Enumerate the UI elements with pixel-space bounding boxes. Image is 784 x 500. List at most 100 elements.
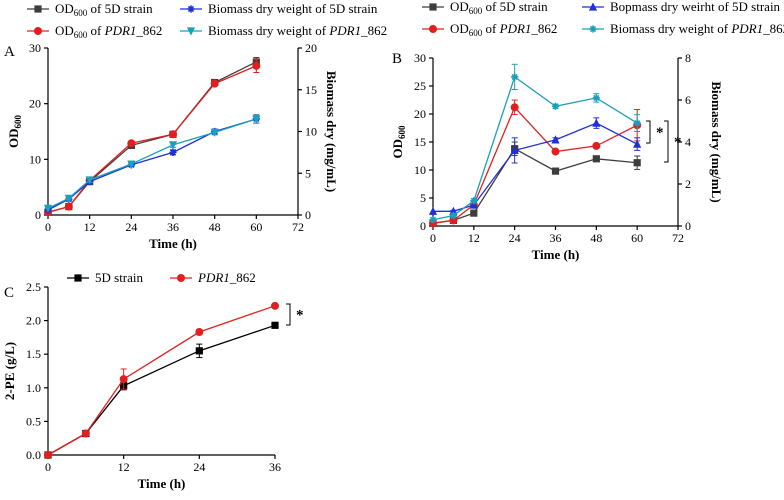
x-tick-label: 48 bbox=[590, 231, 602, 245]
data-point bbox=[44, 451, 52, 459]
data-point bbox=[633, 139, 642, 148]
y-tick-label: 10 bbox=[414, 163, 426, 177]
legend-marker bbox=[429, 3, 437, 11]
x-tick-label: 48 bbox=[209, 220, 221, 234]
series-line bbox=[432, 75, 638, 221]
y2-tick-label: 2 bbox=[685, 177, 691, 191]
y2-tick-label: 0 bbox=[305, 208, 311, 222]
legend-label: Bopmass dry weirht of 5D strain bbox=[610, 0, 781, 14]
x-tick-label: 36 bbox=[550, 231, 562, 245]
data-point bbox=[252, 115, 261, 124]
legend-label: PDR1_862 bbox=[197, 270, 256, 285]
data-point bbox=[551, 135, 560, 144]
x-tick-label: 60 bbox=[631, 231, 643, 245]
y-tick-label: 0 bbox=[35, 208, 41, 222]
series-group bbox=[44, 301, 279, 459]
data-point bbox=[551, 102, 560, 110]
y-tick-label: 1.5 bbox=[26, 347, 41, 361]
significance-bracket bbox=[664, 120, 669, 163]
data-point bbox=[210, 128, 219, 137]
y-tick-label: 0.5 bbox=[26, 414, 41, 428]
data-point bbox=[551, 147, 560, 156]
y2-tick-label: 15 bbox=[305, 83, 317, 97]
y-tick-label: 0 bbox=[420, 219, 426, 233]
data-point bbox=[81, 429, 90, 438]
y-axis-title: OD600​ bbox=[6, 115, 23, 149]
data-point bbox=[119, 375, 128, 384]
legend-label: Biomass dry weight of 5D strain bbox=[208, 1, 378, 16]
data-point bbox=[169, 130, 177, 139]
y-tick-label: 25 bbox=[414, 79, 426, 93]
y2-axis-title: Biomass dry (mg/mL) bbox=[324, 71, 339, 192]
y-tick-label: 5 bbox=[420, 191, 426, 205]
data-point bbox=[195, 347, 203, 355]
legend-marker bbox=[34, 27, 42, 35]
legend-marker bbox=[34, 5, 42, 13]
legend-marker bbox=[74, 274, 82, 282]
data-point bbox=[592, 141, 601, 150]
x-tick-label: 0 bbox=[430, 231, 436, 245]
data-point bbox=[168, 141, 178, 150]
data-point bbox=[43, 204, 53, 213]
y-tick-label: 2.0 bbox=[26, 314, 41, 328]
data-point bbox=[449, 211, 458, 220]
x-tick-label: 0 bbox=[45, 460, 51, 474]
y-tick-label: 20 bbox=[414, 107, 426, 121]
legend-label: OD600​ of 5D strain bbox=[55, 1, 153, 18]
significance-star: * bbox=[296, 308, 304, 324]
data-point bbox=[64, 194, 73, 203]
data-point bbox=[510, 103, 519, 112]
series-group bbox=[44, 321, 279, 459]
legend-label: Biomass dry weight of PDR1_862 bbox=[610, 21, 784, 36]
y2-tick-label: 0 bbox=[685, 219, 691, 233]
legend-label: OD600​ of PDR1_862 bbox=[450, 21, 557, 38]
data-point bbox=[169, 148, 177, 156]
x-tick-label: 72 bbox=[672, 231, 684, 245]
series-group bbox=[44, 114, 260, 214]
legend-marker bbox=[186, 27, 196, 36]
data-point bbox=[428, 206, 438, 215]
y2-tick-label: 10 bbox=[305, 125, 317, 139]
data-point bbox=[592, 155, 600, 163]
y2-tick-label: 4 bbox=[685, 135, 691, 149]
series-line bbox=[433, 122, 638, 212]
data-point bbox=[271, 321, 279, 329]
data-point bbox=[592, 94, 600, 102]
data-point bbox=[469, 200, 478, 209]
legend-marker bbox=[187, 5, 195, 13]
data-point bbox=[470, 209, 478, 217]
series-line bbox=[432, 106, 638, 224]
y2-tick-label: 5 bbox=[305, 166, 311, 180]
data-point bbox=[511, 73, 519, 81]
legend-marker bbox=[589, 25, 597, 33]
x-tick-label: 12 bbox=[468, 231, 480, 245]
legend-marker bbox=[177, 274, 185, 282]
x-tick-label: 0 bbox=[45, 220, 51, 234]
x-tick-label: 24 bbox=[509, 231, 521, 245]
x-tick-label: 24 bbox=[125, 220, 137, 234]
panel-c-chart: 0 12 24 36 0.0 0.5 1.0 1.5 2.0 2.5 Time (h) 2-PE (g… bbox=[2, 270, 304, 491]
y-axis-title: 2-PE (g/L) bbox=[2, 342, 17, 400]
y-tick-label: 10 bbox=[29, 152, 41, 166]
series-group bbox=[43, 114, 261, 213]
x-tick-label: 12 bbox=[84, 220, 96, 234]
y-tick-label: 30 bbox=[29, 41, 41, 55]
x-axis-title: Time (h) bbox=[138, 476, 186, 491]
legend-marker bbox=[429, 25, 437, 33]
x-tick-label: 36 bbox=[269, 460, 281, 474]
series-group bbox=[44, 58, 261, 217]
legend-label: OD600​ of 5D strain bbox=[450, 0, 548, 16]
legend-label: Biomass dry weight of PDR1_862 bbox=[208, 23, 387, 38]
y-tick-label: 30 bbox=[414, 51, 426, 65]
data-point bbox=[252, 61, 261, 70]
y-tick-label: 20 bbox=[29, 97, 41, 111]
data-point bbox=[210, 79, 219, 88]
data-point bbox=[551, 167, 560, 175]
series-group bbox=[429, 99, 642, 228]
data-point bbox=[510, 145, 519, 154]
y2-axis-title: Biomass dry (mg/mL) bbox=[709, 81, 724, 202]
data-point bbox=[195, 328, 204, 337]
x-tick-label: 36 bbox=[167, 220, 179, 234]
x-tick-label: 12 bbox=[118, 460, 130, 474]
y2-tick-label: 6 bbox=[685, 93, 691, 107]
